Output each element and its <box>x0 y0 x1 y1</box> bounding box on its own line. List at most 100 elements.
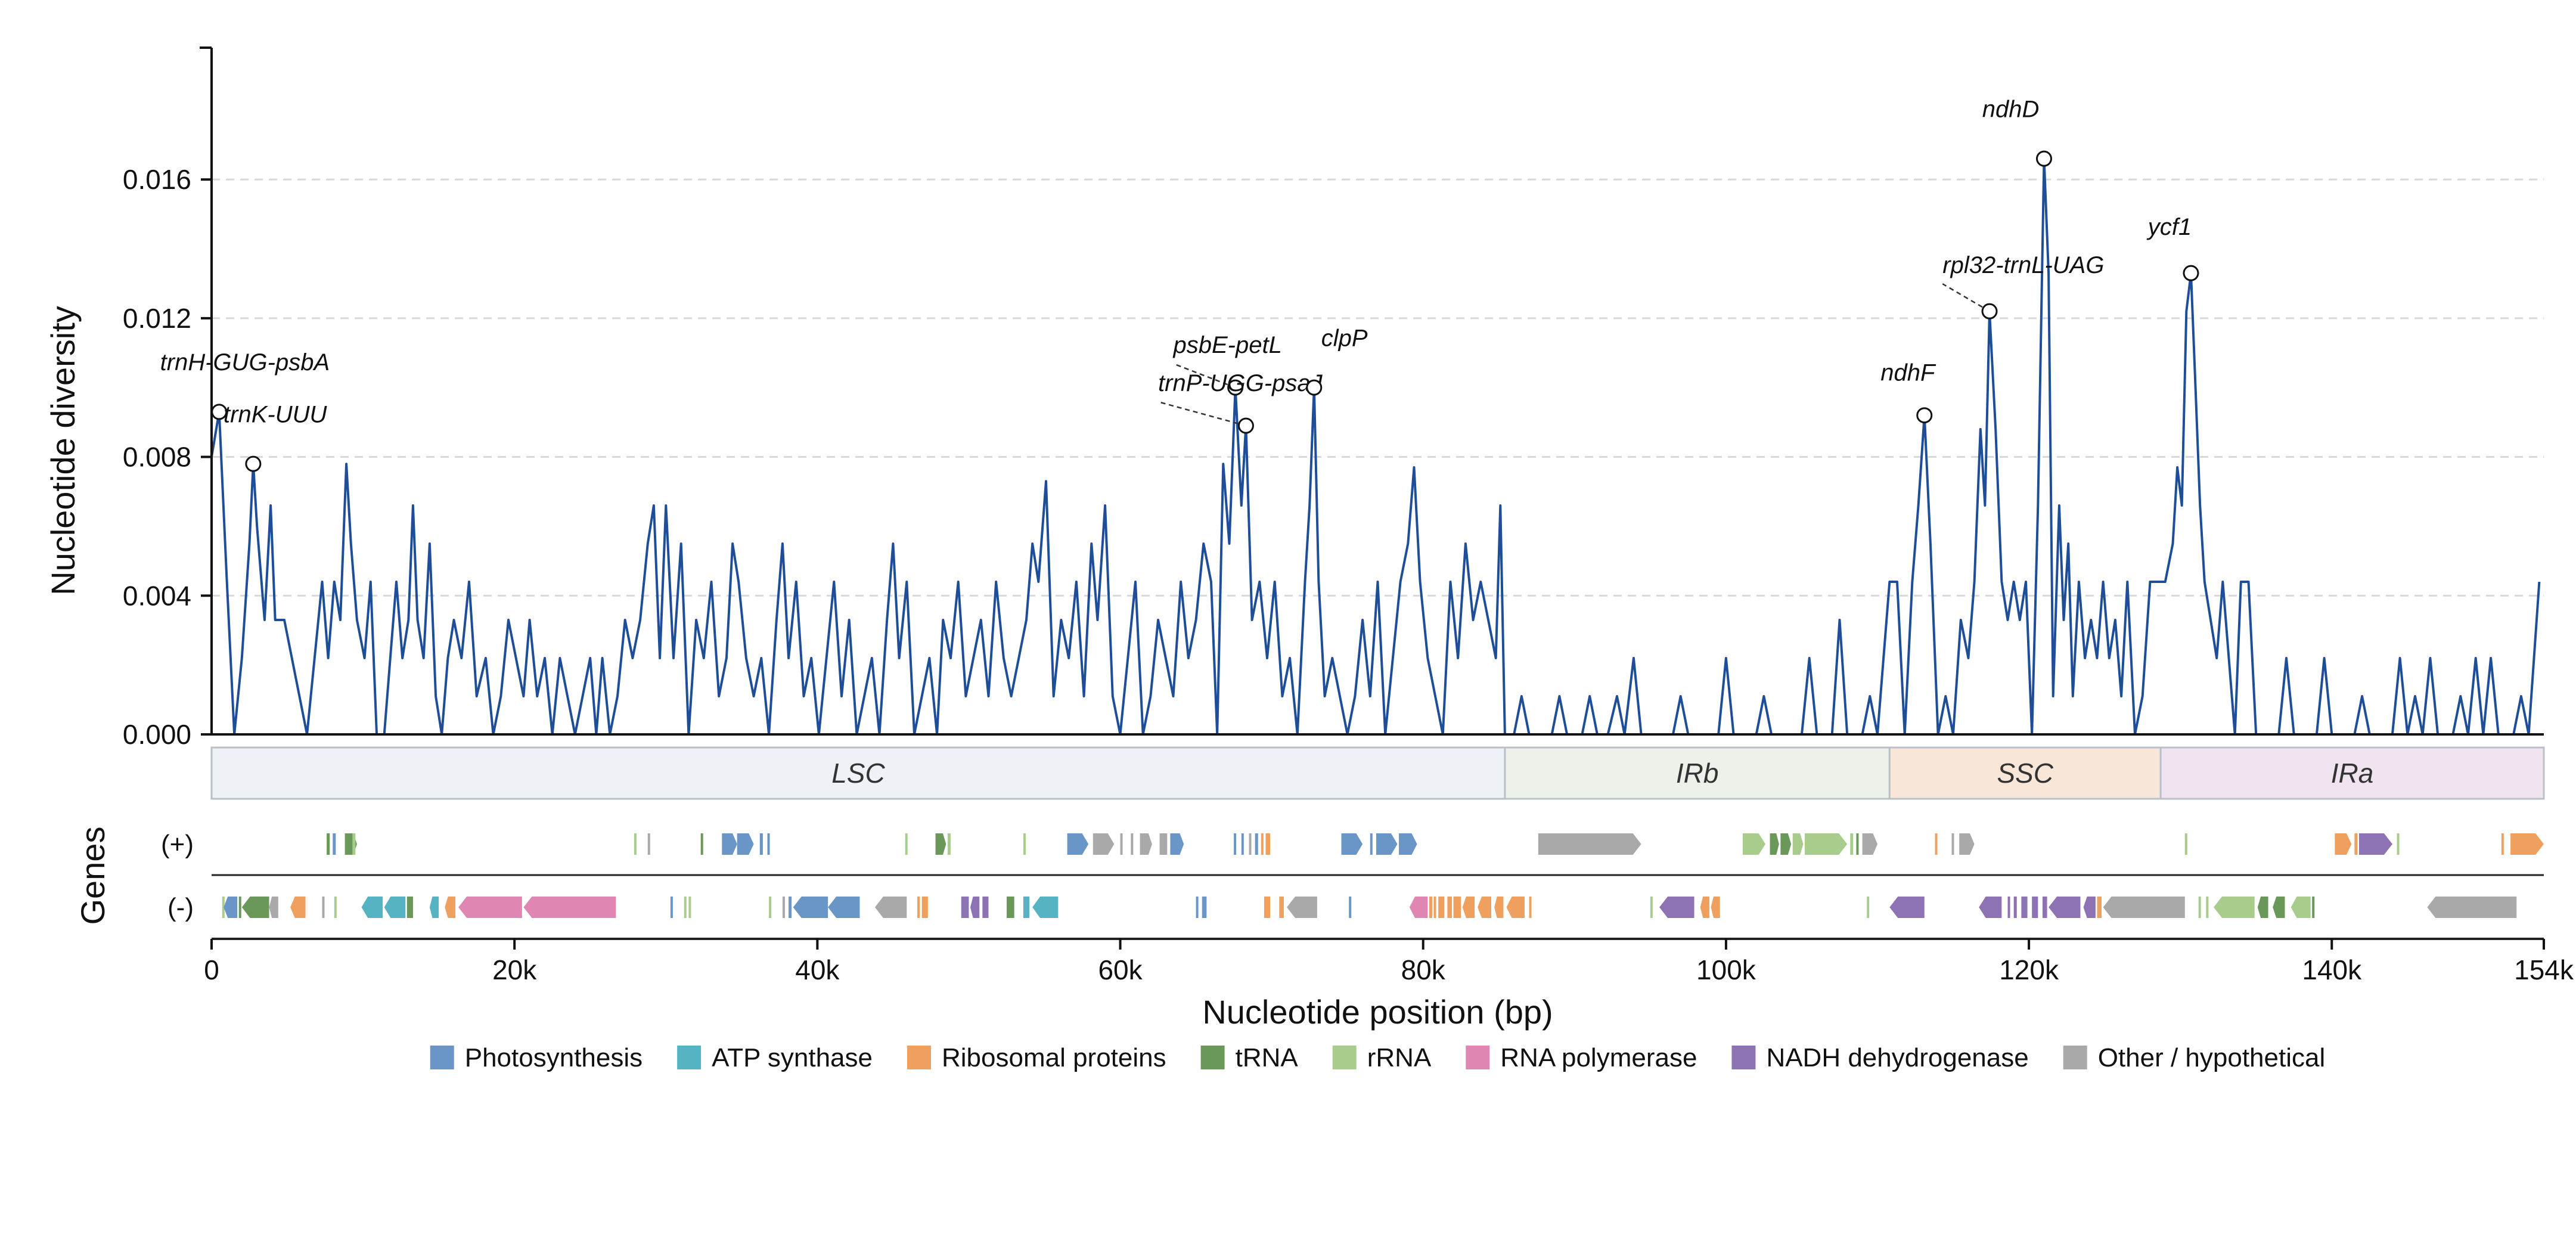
gene-minus-1 <box>224 897 238 918</box>
gene-minus-30 <box>1023 897 1030 918</box>
peak-label-4: clpP <box>1321 325 1368 351</box>
gene-minus-9 <box>384 897 406 918</box>
gene-minus-20 <box>789 897 792 918</box>
gene-plus-43 <box>1959 833 1975 855</box>
x-tick-label-7: 140k <box>2302 954 2362 985</box>
gene-plus-47 <box>2359 833 2392 855</box>
gene-plus-32 <box>1538 833 1641 855</box>
gene-plus-21 <box>1170 833 1184 855</box>
gene-minus-44 <box>1462 897 1475 918</box>
peak-label-6: rpl32-trnL-UAG <box>1942 252 2104 278</box>
gene-minus-57 <box>2013 897 2017 918</box>
gene-minus-7 <box>334 897 337 918</box>
region-label-irb: IRb <box>1676 758 1719 789</box>
gene-plus-11 <box>905 833 908 855</box>
gene-plus-10 <box>767 833 770 855</box>
y-tick-label-3: 0.012 <box>123 303 191 334</box>
legend-label-4: rRNA <box>1367 1043 1432 1072</box>
y-tick-label-1: 0.004 <box>123 580 191 611</box>
gene-plus-35 <box>1780 833 1792 855</box>
gene-plus-17 <box>1120 833 1123 855</box>
gene-minus-17 <box>688 897 691 918</box>
gene-minus-21 <box>793 897 828 918</box>
gene-minus-69 <box>2273 897 2285 918</box>
gene-minus-58 <box>2021 897 2028 918</box>
y-axis-title: Nucleotide diversity <box>44 306 82 596</box>
gene-minus-42 <box>1447 897 1453 918</box>
gene-minus-49 <box>1650 897 1653 918</box>
gene-plus-20 <box>1159 833 1168 855</box>
gene-plus-22 <box>1234 833 1237 855</box>
gene-minus-67 <box>2214 897 2255 918</box>
gene-plus-34 <box>1770 833 1779 855</box>
gene-minus-10 <box>406 897 413 918</box>
gene-plus-45 <box>2335 833 2352 855</box>
legend-label-1: ATP synthase <box>712 1043 873 1072</box>
gene-plus-25 <box>1255 833 1258 855</box>
gene-plus-24 <box>1249 833 1252 855</box>
legend-label-3: tRNA <box>1236 1043 1299 1072</box>
gene-minus-3 <box>241 897 269 918</box>
peak-leader-3 <box>1157 401 1246 427</box>
gene-minus-15 <box>670 897 673 918</box>
gene-minus-65 <box>2198 897 2201 918</box>
region-irb <box>1504 746 1891 800</box>
region-ira <box>2159 746 2545 800</box>
legend-label-6: NADH dehydrogenase <box>1766 1043 2028 1072</box>
region-ssc <box>1888 746 2162 800</box>
gene-minus-38 <box>1409 897 1428 918</box>
gene-plus-4 <box>634 833 637 855</box>
peak-marker-4 <box>1306 379 1323 396</box>
gene-plus-23 <box>1241 833 1244 855</box>
x-tick-label-3: 60k <box>1098 954 1143 985</box>
gene-minus-11 <box>429 897 439 918</box>
legend-swatch-1 <box>677 1046 702 1069</box>
gene-minus-68 <box>2257 897 2268 918</box>
gene-plus-41 <box>1935 833 1938 855</box>
diversity-line <box>210 157 2541 736</box>
peak-leader-2 <box>1173 362 1236 389</box>
gene-minus-33 <box>1202 897 1207 918</box>
gene-plus-27 <box>1265 833 1271 855</box>
gene-minus-0 <box>222 897 225 918</box>
gene-minus-62 <box>2083 897 2096 918</box>
gene-plus-1 <box>333 833 336 855</box>
peak-marker-2 <box>1227 379 1244 396</box>
gene-plus-16 <box>1093 833 1115 855</box>
gene-minus-24 <box>917 897 920 918</box>
peak-label-0: trnH-GUG-psbA <box>160 349 330 376</box>
gene-minus-23 <box>874 897 907 918</box>
gene-minus-46 <box>1494 897 1504 918</box>
gene-plus-9 <box>759 833 763 855</box>
peak-marker-8 <box>2183 265 2199 281</box>
peak-marker-1 <box>245 455 262 472</box>
gene-minus-41 <box>1438 897 1445 918</box>
gene-minus-39 <box>1429 897 1432 918</box>
gene-minus-52 <box>1711 897 1720 918</box>
legend-label-2: Ribosomal proteins <box>942 1043 1166 1072</box>
gene-minus-50 <box>1659 897 1694 918</box>
gene-minus-4 <box>269 897 278 918</box>
gene-minus-53 <box>1867 897 1870 918</box>
gene-plus-50 <box>2510 833 2544 855</box>
gene-minus-29 <box>1006 897 1014 918</box>
gene-plus-7 <box>722 833 737 855</box>
gene-minus-25 <box>921 897 928 918</box>
gene-minus-64 <box>2103 897 2185 918</box>
gene-minus-56 <box>2007 897 2010 918</box>
gene-minus-27 <box>970 897 980 918</box>
x-axis-title: Nucleotide position (bp) <box>1202 993 1553 1031</box>
diversity-series <box>210 157 2541 736</box>
gene-minus-13 <box>458 897 522 918</box>
gene-plus-13 <box>947 833 951 855</box>
region-band: LSC IRb SSC IRa <box>210 746 2545 800</box>
gene-minus-6 <box>322 897 325 918</box>
legend-label-5: RNA polymerase <box>1500 1043 1697 1072</box>
gene-minus-35 <box>1279 897 1284 918</box>
gene-plus-14 <box>1023 833 1026 855</box>
gene-minus-40 <box>1433 897 1436 918</box>
x-tick-label-2: 40k <box>795 954 840 985</box>
peak-leader-6 <box>1942 283 1990 312</box>
y-tick-label-0: 0.000 <box>123 719 191 750</box>
gene-minus-5 <box>290 897 306 918</box>
